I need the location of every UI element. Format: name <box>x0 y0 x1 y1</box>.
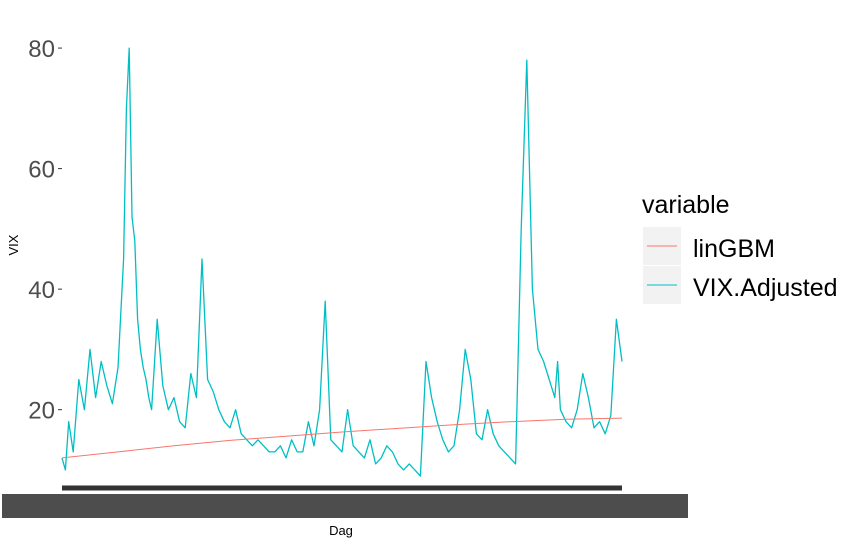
legend-entry-lingbm: linGBM <box>643 227 775 265</box>
y-tick-label: 40 <box>28 277 55 304</box>
y-axis: 20 40 60 80 <box>28 36 62 425</box>
y-axis-title: VIX <box>6 234 21 255</box>
legend-title: variable <box>642 191 730 219</box>
series-line-lingbm <box>61 417 623 459</box>
y-tick-label: 20 <box>28 398 55 425</box>
y-tick-label: 80 <box>28 36 55 63</box>
series-line-vix-adjusted <box>61 47 623 477</box>
y-tick-label: 60 <box>28 157 55 184</box>
series-layer <box>61 47 623 477</box>
legend: variable linGBM VIX.Adjusted <box>642 191 838 304</box>
legend-label-lingbm: linGBM <box>693 235 775 263</box>
legend-label-vix-adjusted: VIX.Adjusted <box>693 274 838 302</box>
legend-entry-vix-adjusted: VIX.Adjusted <box>643 266 838 304</box>
x-axis-title: Dag <box>329 523 353 538</box>
x-tick-label-band <box>2 494 688 518</box>
